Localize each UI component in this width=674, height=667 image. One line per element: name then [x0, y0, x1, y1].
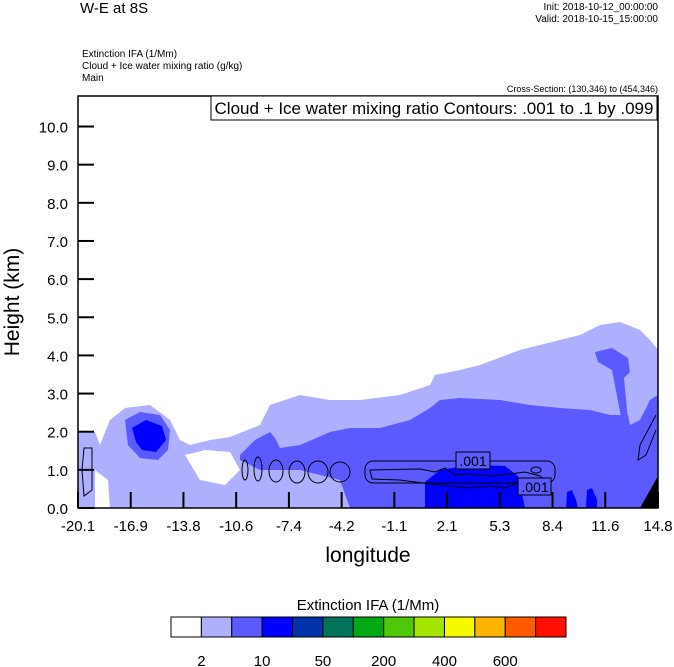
x-tick-label: -4.2 [329, 518, 355, 535]
colorbar-box [443, 616, 476, 638]
colorbar-label: 10 [254, 653, 271, 667]
contour-line [288, 460, 306, 484]
shading [78, 322, 658, 508]
field-label-extinction: Extinction IFA (1/Mm) [82, 49, 178, 60]
shade-level-blue-island [132, 420, 166, 452]
colorbar-label: 200 [371, 653, 396, 667]
colorbar-box [535, 616, 567, 638]
y-tick-label: 2.0 [47, 425, 68, 442]
x-tick-label: 8.4 [542, 518, 563, 535]
shade-white-patch [185, 450, 240, 485]
y-tick-label: 8.0 [47, 196, 68, 213]
colorbar-box [200, 616, 233, 638]
colorbar-title: Extinction IFA (1/Mm) [297, 597, 440, 614]
colorbar-box [261, 616, 294, 638]
colorbar-label: 600 [493, 653, 518, 667]
main-title: W-E at 8S [80, 0, 149, 17]
contour-line [530, 466, 542, 474]
x-axis-label: longitude [325, 544, 410, 567]
contour-line [307, 460, 329, 484]
x-tick-label: 11.6 [591, 518, 619, 535]
contour-line [637, 414, 657, 461]
y-tick-label: 1.0 [47, 463, 68, 480]
y-tick-label: 4.0 [47, 348, 68, 365]
colorbar-label: 2 [197, 653, 205, 667]
contours [81, 414, 657, 497]
colorbar-label: 400 [432, 653, 457, 667]
field-label-main: Main [82, 73, 104, 84]
contour-line [253, 456, 263, 482]
y-tick-label: 9.0 [47, 158, 68, 175]
y-tick-label: 5.0 [47, 310, 68, 327]
y-axis-label: Height (km) [1, 248, 24, 357]
x-tick-label: -7.4 [276, 518, 302, 535]
colorbar: 2 10 50 200 400 600 [170, 616, 567, 667]
field-label-cloud-ice: Cloud + Ice water mixing ratio (g/kg) [82, 61, 243, 72]
contour-line [81, 447, 93, 497]
contour-label-box [517, 477, 552, 496]
y-tick-label: 3.0 [47, 387, 68, 404]
colorbar-box [413, 616, 445, 638]
valid-time: Valid: 2018-10-15_15:00:00 [535, 14, 658, 25]
colorbar-box [292, 616, 324, 638]
y-tick-label: 10.0 [39, 120, 68, 137]
x-tick-label: -10.6 [219, 518, 253, 535]
contour-labels: .001 .001 [455, 451, 552, 496]
colorbar-box [322, 616, 354, 638]
colorbar-box [383, 616, 415, 638]
x-tick-label: 14.8 [643, 518, 672, 535]
contour-line [268, 459, 284, 483]
init-time: Init: 2018-10-12_00:00:00 [543, 2, 658, 13]
colorbar-box [170, 616, 202, 638]
cross-section-label: Cross-Section: (130,346) to (454,346) [506, 84, 658, 94]
colorbar-box [231, 616, 263, 638]
contour-label: .001 [459, 453, 486, 469]
y-axis: 0.0 1.0 2.0 3.0 4.0 5.0 6.0 7.0 8.0 9.0 10.0 [39, 120, 94, 518]
shade-level-mid-finger [595, 348, 630, 422]
colorbar-box [352, 616, 385, 638]
x-tick-label: 2.1 [437, 518, 458, 535]
y-tick-label: 7.0 [47, 234, 68, 251]
x-tick-label: -1.1 [381, 518, 407, 535]
colorbar-box [474, 616, 506, 638]
colorbar-label: 50 [315, 653, 332, 667]
x-axis: -20.1 -16.9 -13.8 -10.6 -7.4 -4.2 -1.1 2.1 5.3 8.… [61, 492, 673, 535]
chart-title: Cloud + Ice water mixing ratio Contours:… [215, 99, 654, 118]
contour-label-box [455, 451, 491, 470]
contour-line [329, 461, 351, 483]
shade-level-blue-bumps [566, 488, 597, 508]
title-box [210, 95, 658, 121]
colorbar-box [504, 616, 537, 638]
contour-line [241, 459, 249, 481]
x-tick-label: -20.1 [61, 518, 95, 535]
y-tick-label: 6.0 [47, 272, 68, 289]
terrain [640, 476, 658, 508]
y-tick-label: 0.0 [47, 501, 68, 518]
x-tick-label: 5.3 [489, 518, 510, 535]
x-tick-label: -16.9 [114, 518, 148, 535]
x-tick-label: -13.8 [166, 518, 200, 535]
contour-label: .001 [521, 479, 548, 495]
